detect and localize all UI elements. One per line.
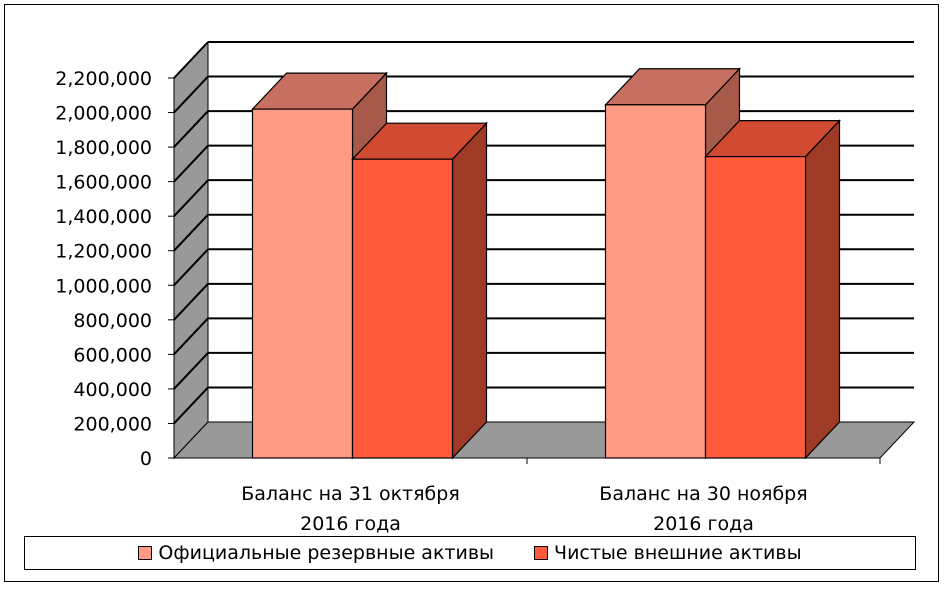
gridline-diagonal bbox=[173, 386, 209, 425]
y-tick-label: 200,000 bbox=[73, 413, 152, 435]
legend-item-official-reserves: Официальные резервные активы bbox=[138, 542, 494, 564]
y-tick-label: 600,000 bbox=[73, 344, 152, 366]
bar bbox=[251, 108, 354, 459]
y-tick-label: 2,000,000 bbox=[55, 103, 152, 125]
x-tick-label: 2016 года bbox=[653, 513, 754, 535]
y-tick-label: 800,000 bbox=[73, 310, 152, 332]
gridline-diagonal bbox=[173, 248, 209, 286]
y-tick-label: 1,200,000 bbox=[55, 241, 152, 263]
bar-side bbox=[451, 121, 488, 460]
x-tick-label: Баланс на 31 октября bbox=[241, 483, 460, 505]
gridline-diagonal bbox=[173, 110, 209, 148]
bar bbox=[351, 158, 454, 459]
y-tick-label: 0 bbox=[140, 448, 152, 470]
bar bbox=[704, 155, 807, 459]
x-tick-label: 2016 года bbox=[300, 513, 401, 535]
legend-swatch-net-foreign-assets bbox=[534, 546, 549, 560]
legend-swatch-official-reserves bbox=[138, 546, 153, 560]
gridline-diagonal bbox=[173, 352, 209, 390]
y-tick-label: 1,000,000 bbox=[55, 275, 152, 297]
y-tick-label: 2,200,000 bbox=[55, 68, 152, 90]
gridline-diagonal bbox=[173, 317, 209, 356]
bar bbox=[604, 104, 707, 459]
chart-legend: Официальные резервные активы Чистые внеш… bbox=[24, 536, 916, 570]
bar-side bbox=[804, 119, 841, 460]
legend-item-net-foreign-assets: Чистые внешние активы bbox=[534, 542, 802, 564]
gridline-diagonal bbox=[173, 144, 209, 183]
side-wall bbox=[173, 40, 209, 460]
y-tick-label: 1,600,000 bbox=[55, 172, 152, 194]
gridline-diagonal bbox=[173, 41, 209, 79]
gridline-diagonal bbox=[173, 179, 209, 217]
gridline-diagonal bbox=[173, 283, 209, 321]
gridline-diagonal bbox=[173, 75, 209, 114]
y-tick-label: 1,400,000 bbox=[55, 206, 152, 228]
y-tick-label: 1,800,000 bbox=[55, 137, 152, 159]
legend-label-net-foreign-assets: Чистые внешние активы bbox=[554, 542, 802, 564]
y-tick-label: 400,000 bbox=[73, 379, 152, 401]
legend-label-official-reserves: Официальные резервные активы bbox=[158, 542, 495, 564]
x-tick-label: Баланс на 30 ноября bbox=[599, 483, 807, 505]
gridline-diagonal bbox=[173, 214, 209, 252]
